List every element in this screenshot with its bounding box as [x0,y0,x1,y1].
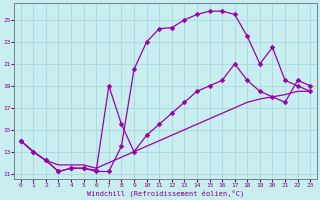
X-axis label: Windchill (Refroidissement éolien,°C): Windchill (Refroidissement éolien,°C) [87,189,244,197]
